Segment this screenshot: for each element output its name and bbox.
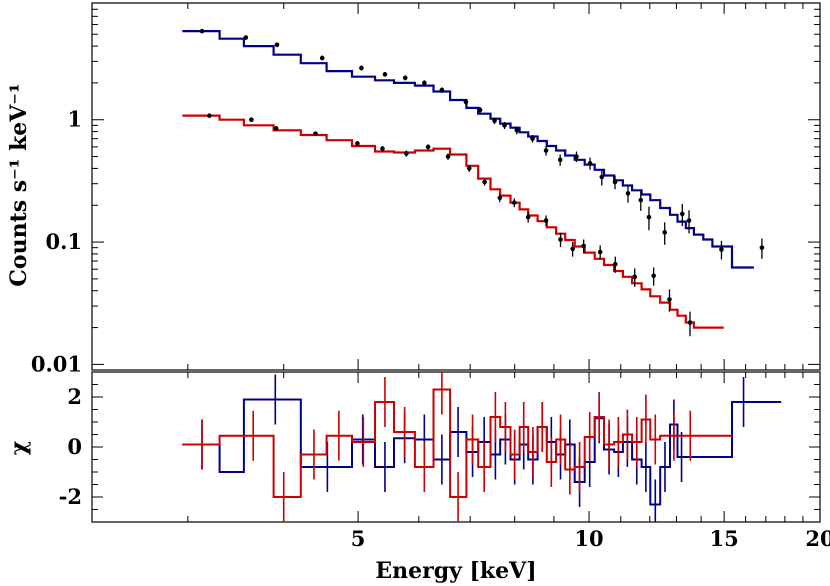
data-point (380, 146, 385, 151)
data-point (466, 166, 472, 171)
data-point (638, 197, 644, 203)
data-point (686, 218, 692, 223)
data-point (477, 107, 483, 113)
y-tick-label: 0.01 (31, 351, 82, 376)
x-tick-label: 20 (805, 526, 830, 551)
data-point (687, 320, 693, 325)
data-point (445, 154, 451, 159)
data-point (273, 126, 279, 131)
spectrum-frame (91, 2, 821, 371)
data-point (463, 99, 469, 105)
data-point (492, 118, 497, 124)
data-point (558, 237, 563, 242)
model-step-line-0 (182, 30, 754, 269)
data-point (530, 136, 535, 141)
data-point (422, 80, 427, 86)
data-point (587, 161, 593, 166)
data-point (439, 87, 445, 93)
y-axis-label-top: Counts s⁻¹ keV⁻¹ (6, 83, 32, 286)
data-point (599, 174, 605, 180)
data-point (249, 117, 254, 123)
data-point (612, 179, 618, 185)
data-point (355, 141, 360, 146)
data-point (632, 274, 638, 280)
data-point (404, 151, 409, 156)
residual-step-line-1 (182, 388, 732, 498)
axis-labels: Counts s⁻¹ keV⁻¹ χ Energy [keV] (6, 83, 537, 584)
data-point (207, 113, 212, 118)
data-point (382, 72, 388, 77)
data-point (319, 55, 325, 61)
data-point (597, 249, 603, 255)
data-point (646, 214, 652, 220)
data-point (759, 245, 765, 250)
x-tick-label: 15 (710, 526, 739, 551)
data-point (497, 195, 503, 201)
data-point (667, 297, 672, 302)
data-point (543, 148, 549, 153)
data-point (543, 218, 549, 223)
model-step-line-1 (182, 114, 724, 329)
data-point (680, 211, 685, 217)
y-tick-label: 0.1 (45, 229, 82, 254)
data-point (402, 75, 408, 81)
data-point (581, 243, 586, 249)
data-point (719, 247, 724, 252)
data-point (525, 214, 531, 220)
y-axis-label-bottom: χ (6, 441, 32, 455)
y-tick-label: 2 (67, 384, 82, 409)
y-tick-label: -2 (59, 484, 82, 509)
data-point (313, 131, 318, 136)
data-point (612, 261, 618, 267)
data-point (359, 65, 364, 71)
data-point (570, 246, 575, 252)
data-point (425, 144, 431, 150)
data-point (199, 28, 205, 34)
data-point (243, 35, 249, 40)
data-point (502, 123, 507, 128)
x-axis-label: Energy [keV] (375, 558, 536, 584)
data-point (651, 273, 656, 279)
residual-step-line-0 (182, 398, 782, 506)
spectrum-panel: 0.01 0.1 1 (31, 2, 821, 376)
data-point (482, 179, 487, 185)
data-point (625, 191, 631, 196)
x-tick-label: 5 (351, 526, 366, 551)
data-point (662, 230, 668, 235)
y-tick-label: 0 (67, 434, 82, 459)
data-point (511, 200, 517, 205)
x-tick-label: 10 (574, 526, 603, 551)
data-point (274, 42, 280, 48)
data-point (514, 127, 520, 133)
data-point (574, 154, 579, 159)
y-tick-label: 1 (67, 107, 82, 132)
data-point (557, 157, 563, 163)
